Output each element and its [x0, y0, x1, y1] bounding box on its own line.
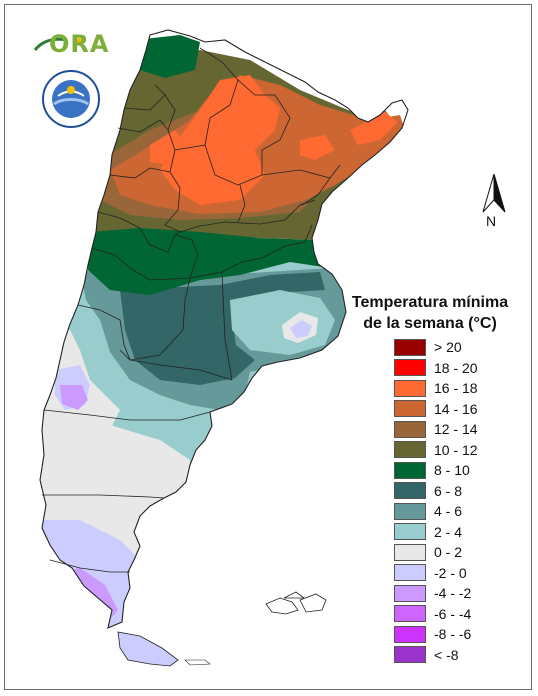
legend-title: Temperatura mínima de la semana (°C) — [330, 292, 530, 334]
legend-label: < -8 — [434, 646, 459, 663]
band-2-4-east — [230, 290, 335, 355]
band-minus4-minus2-west — [60, 385, 88, 410]
legend-item: -6 - -4 — [394, 604, 478, 625]
legend-item: 2 - 4 — [394, 522, 478, 543]
legend-swatch — [394, 482, 426, 500]
legend-item: 16 - 18 — [394, 378, 478, 399]
legend-label: -8 - -6 — [434, 626, 472, 643]
north-arrow-icon — [482, 173, 506, 213]
legend: > 20 18 - 20 16 - 18 14 - 16 12 - 14 10 - 12 8… — [394, 337, 478, 665]
legend-item: -2 - 0 — [394, 563, 478, 584]
legend-swatch — [394, 564, 426, 582]
legend-swatch — [394, 400, 426, 418]
ora-logo-text: ORA — [49, 30, 110, 58]
legend-swatch — [394, 338, 426, 356]
legend-label: 12 - 14 — [434, 421, 478, 438]
legend-item: 6 - 8 — [394, 481, 478, 502]
legend-label: 14 - 16 — [434, 400, 478, 417]
tierra-del-fuego — [117, 631, 179, 667]
legend-item: 0 - 2 — [394, 542, 478, 563]
legend-label: > 20 — [434, 339, 462, 356]
band-8-10-north — [135, 35, 200, 78]
legend-label: 6 - 8 — [434, 482, 463, 499]
legend-label: 18 - 20 — [434, 359, 478, 376]
ora-logo: ORA — [33, 30, 113, 60]
band-16-18-b — [150, 130, 190, 165]
ora-swoosh-icon — [33, 37, 82, 51]
legend-item: < -8 — [394, 645, 478, 666]
legend-label: -4 - -2 — [434, 585, 472, 602]
legend-item: 14 - 16 — [394, 399, 478, 420]
legend-swatch — [394, 420, 426, 438]
legend-item: -8 - -6 — [394, 624, 478, 645]
north-label: N — [486, 213, 497, 229]
legend-item: 10 - 12 — [394, 440, 478, 461]
legend-label: 16 - 18 — [434, 380, 478, 397]
legend-swatch — [394, 359, 426, 377]
legend-swatch — [394, 461, 426, 479]
legend-item: > 20 — [394, 337, 478, 358]
legend-label: 0 - 2 — [434, 544, 463, 561]
legend-swatch — [394, 543, 426, 561]
band-6-8 — [120, 272, 325, 385]
band-16-18-c — [350, 112, 398, 145]
legend-swatch — [394, 625, 426, 643]
legend-swatch — [394, 646, 426, 664]
legend-label: 2 - 4 — [434, 523, 463, 540]
islas-malvinas — [265, 591, 327, 615]
legend-item: 8 - 10 — [394, 460, 478, 481]
legend-swatch — [394, 584, 426, 602]
legend-title-line2: de la semana (°C) — [363, 315, 497, 332]
legend-item: 18 - 20 — [394, 358, 478, 379]
band-16-18 — [160, 75, 280, 205]
legend-swatch — [394, 605, 426, 623]
legend-label: 10 - 12 — [434, 441, 478, 458]
band-minus2-0-east — [290, 320, 312, 338]
legend-swatch — [394, 523, 426, 541]
legend-item: 12 - 14 — [394, 419, 478, 440]
legend-label: 8 - 10 — [434, 462, 470, 479]
legend-item: -4 - -2 — [394, 583, 478, 604]
band-16-18-d — [300, 135, 335, 160]
legend-label: 4 - 6 — [434, 503, 463, 520]
legend-title-line1: Temperatura mínima — [351, 294, 509, 311]
smn-seal-icon — [42, 70, 100, 128]
isla-de-los-estados — [184, 659, 211, 666]
legend-item: 4 - 6 — [394, 501, 478, 522]
legend-swatch — [394, 502, 426, 520]
temperature-bands — [40, 35, 405, 628]
legend-swatch — [394, 379, 426, 397]
legend-label: -6 - -4 — [434, 605, 472, 622]
province-boundaries — [42, 47, 341, 573]
legend-label: -2 - 0 — [434, 564, 467, 581]
legend-swatch — [394, 441, 426, 459]
